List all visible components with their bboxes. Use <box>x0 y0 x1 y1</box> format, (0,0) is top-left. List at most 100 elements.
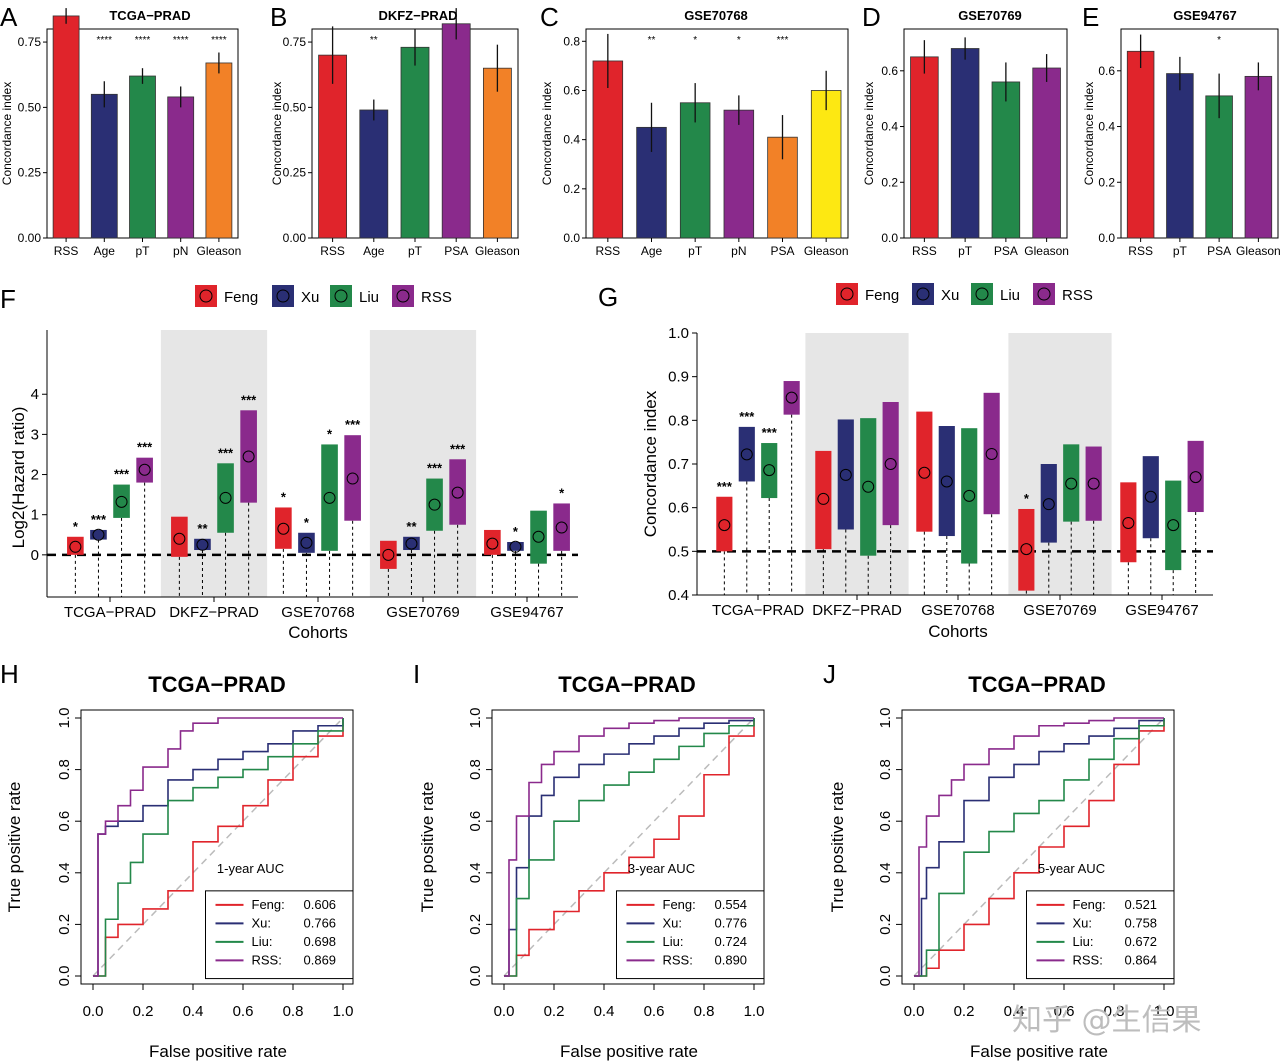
x-tick-label: 1.0 <box>333 1003 354 1020</box>
y-tick-label: 0.4 <box>563 133 580 147</box>
y-tick-label: 0 <box>31 547 39 564</box>
y-tick-label: 0.8 <box>877 759 894 780</box>
point-estimate <box>718 519 731 532</box>
panel-title: GSE94767 <box>1173 8 1237 23</box>
x-tick-label: 0.4 <box>183 1003 204 1020</box>
significance-label: * <box>1217 35 1221 46</box>
legend-series-name: Feng: <box>663 897 696 912</box>
crossbar-feng <box>1120 482 1137 563</box>
crossbar-feng <box>716 496 733 552</box>
panel-title: GSE70768 <box>684 8 748 23</box>
roc-curve-rss <box>914 717 1164 977</box>
x-tick-label: pN <box>173 244 188 258</box>
significance-label: * <box>513 524 519 539</box>
y-tick-label: 0.6 <box>877 811 894 832</box>
y-tick-label: 0.0 <box>877 966 894 987</box>
panel-label: B <box>270 2 287 32</box>
legend-title: 1-year AUC <box>217 861 284 876</box>
panel-label: I <box>413 659 420 689</box>
x-tick-label: GSE70768 <box>281 604 354 621</box>
legend-auc-value: 0.554 <box>715 897 748 912</box>
legend-swatch-liu <box>330 285 352 307</box>
point-estimate <box>740 448 753 461</box>
crossbar-rss <box>1187 440 1204 513</box>
point-estimate <box>138 463 151 476</box>
y-tick-label: 0.4 <box>877 862 894 883</box>
y-tick-label: 0.0 <box>1098 231 1115 245</box>
x-tick-label: RSS <box>1128 244 1153 258</box>
bar-gleason <box>482 67 512 239</box>
y-tick-label: 1.0 <box>56 708 73 729</box>
legend-swatch-feng <box>836 283 858 305</box>
crossbar-liu <box>1165 480 1182 571</box>
x-tick-label: 0.2 <box>133 1003 154 1020</box>
point-estimate <box>92 528 105 541</box>
significance-label: *** <box>137 440 153 455</box>
x-tick-label: Gleason <box>1024 244 1069 258</box>
significance-label: **** <box>173 35 189 46</box>
legend-swatch-xu <box>912 283 934 305</box>
y-axis-label: Concordance index <box>0 82 14 185</box>
bar-rss <box>52 15 80 239</box>
crossbar-liu <box>961 428 978 564</box>
significance-label: * <box>693 35 697 46</box>
bar-pn <box>167 96 195 239</box>
crossbar-liu <box>217 463 234 533</box>
crossbar-liu <box>860 418 877 556</box>
legend-marker <box>276 289 290 303</box>
x-axis-label: Cohorts <box>288 623 348 642</box>
bar-age <box>90 93 118 239</box>
x-axis-label: False positive rate <box>149 1042 287 1061</box>
bar-pt <box>129 75 156 239</box>
panel-label: C <box>540 2 559 32</box>
y-axis-label: Log2(Hazard ratio) <box>9 407 28 549</box>
y-tick-label: 0.8 <box>56 759 73 780</box>
panel-title: TCGA−PRAD <box>109 8 190 23</box>
legend-label-rss: RSS <box>1062 287 1093 304</box>
x-tick-label: 1.0 <box>744 1003 765 1020</box>
significance-label: ** <box>406 519 417 534</box>
panel-label: D <box>862 2 881 32</box>
panel-title: DKFZ−PRAD <box>378 8 457 23</box>
y-tick-label: 0.2 <box>877 914 894 935</box>
y-tick-label: 0.25 <box>283 166 307 180</box>
y-tick-label: 0.9 <box>668 369 689 386</box>
significance-label: *** <box>218 445 234 460</box>
significance-label: **** <box>135 35 151 46</box>
x-tick-label: 0.2 <box>954 1003 975 1020</box>
significance-label: **** <box>97 35 113 46</box>
roc-curve-feng <box>914 718 1165 977</box>
legend-title: 3-year AUC <box>628 861 695 876</box>
x-axis-label: False positive rate <box>970 1042 1108 1061</box>
point-estimate <box>963 489 976 502</box>
legend-auc-value: 0.864 <box>1125 952 1158 967</box>
y-tick-label: 3 <box>31 426 39 443</box>
y-tick-label: 0.25 <box>18 166 42 180</box>
panel-c: C GSE70768 0.0 0.2 0.4 0.6 0.8 Concordance inde… <box>540 2 849 258</box>
bar-gleason <box>1032 67 1061 239</box>
x-tick-label: DKFZ−PRAD <box>812 602 902 619</box>
bar-pt <box>400 46 430 239</box>
significance-label: * <box>73 519 79 534</box>
bar-rss <box>592 60 624 239</box>
point-estimate <box>785 391 798 404</box>
point-estimate <box>985 447 998 460</box>
significance-label: ** <box>197 521 208 536</box>
legend-marker <box>840 287 854 301</box>
x-tick-label: TCGA−PRAD <box>64 604 156 621</box>
point-estimate <box>763 464 776 477</box>
point-estimate <box>382 548 395 561</box>
legend-series-name: Feng: <box>1073 897 1106 912</box>
x-tick-label: pN <box>731 244 746 258</box>
point-estimate <box>918 466 931 479</box>
crossbar-rss <box>240 410 257 503</box>
point-estimate <box>196 538 209 551</box>
legend-series-name: RSS: <box>252 952 282 967</box>
x-tick-label: PSA <box>770 244 794 258</box>
y-tick-label: 0.4 <box>1098 120 1115 134</box>
significance-label: * <box>1024 491 1030 506</box>
bar-pt <box>950 48 980 239</box>
x-tick-label: 0.0 <box>83 1003 104 1020</box>
legend-auc-value: 0.766 <box>304 915 337 930</box>
